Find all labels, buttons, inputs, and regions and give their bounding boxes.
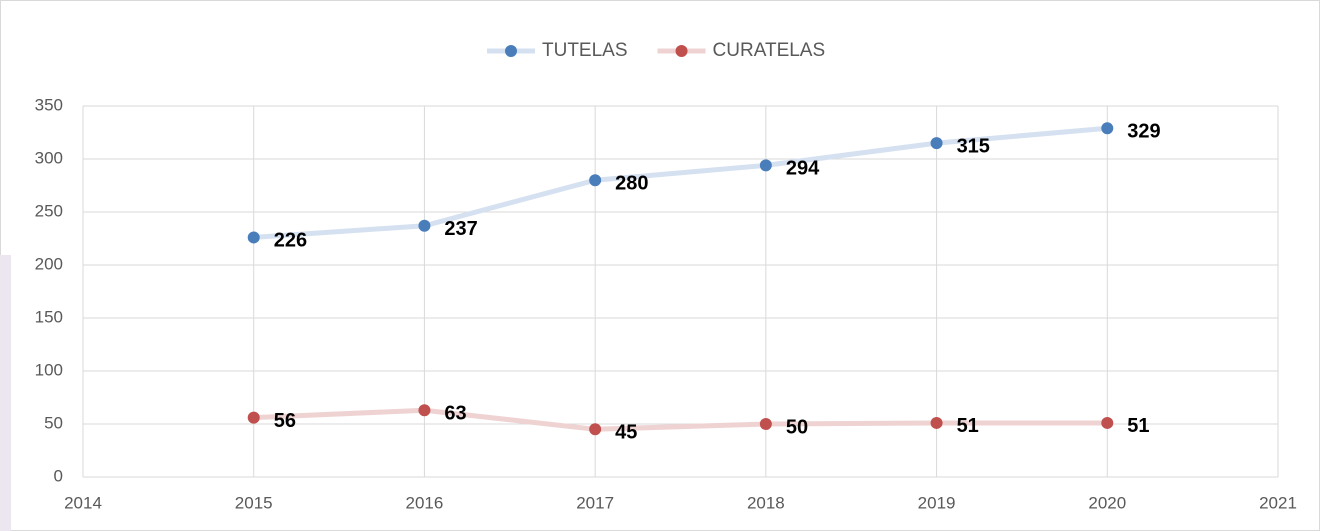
legend-marker xyxy=(505,45,517,57)
data-label: 226 xyxy=(274,230,307,252)
data-point xyxy=(930,137,943,150)
data-point xyxy=(418,404,431,417)
x-tick-label: 2016 xyxy=(406,493,444,512)
data-point xyxy=(589,423,602,436)
data-point xyxy=(759,159,772,172)
data-label: 51 xyxy=(1127,415,1149,437)
y-tick-label: 250 xyxy=(35,201,63,220)
data-label: 50 xyxy=(786,416,808,438)
data-label: 45 xyxy=(615,422,637,444)
data-label: 56 xyxy=(274,410,296,432)
x-tick-label: 2014 xyxy=(64,493,102,512)
legend-marker xyxy=(675,45,688,57)
x-tick-label: 2020 xyxy=(1088,493,1126,512)
legend-label: TUTELAS xyxy=(542,40,628,61)
y-tick-label: 300 xyxy=(35,148,63,167)
y-tick-label: 350 xyxy=(35,95,63,114)
data-point xyxy=(247,231,260,244)
data-point xyxy=(1101,122,1114,135)
x-tick-label: 2021 xyxy=(1259,493,1297,512)
data-point xyxy=(930,416,943,429)
y-tick-label: 50 xyxy=(44,413,63,432)
data-label: 237 xyxy=(444,218,477,240)
x-tick-label: 2018 xyxy=(747,493,785,512)
x-tick-label: 2019 xyxy=(918,493,956,512)
x-tick-label: 2017 xyxy=(576,493,614,512)
data-label: 294 xyxy=(786,158,820,180)
series-line xyxy=(253,407,1108,432)
data-label: 63 xyxy=(444,403,466,425)
data-point xyxy=(418,219,431,232)
series-line xyxy=(253,125,1108,240)
data-point xyxy=(1101,416,1114,429)
y-tick-label: 100 xyxy=(35,360,63,379)
data-point xyxy=(759,418,772,430)
y-tick-label: 200 xyxy=(35,254,63,273)
data-label: 315 xyxy=(957,135,990,157)
data-point xyxy=(247,411,260,424)
data-label: 329 xyxy=(1127,121,1160,143)
y-tick-label: 150 xyxy=(35,307,63,326)
side-strip xyxy=(0,255,11,531)
legend-label: CURATELAS xyxy=(713,40,826,61)
data-label: 51 xyxy=(957,415,979,437)
data-point xyxy=(589,174,602,187)
data-label: 280 xyxy=(615,172,648,194)
y-tick-label: 0 xyxy=(54,466,63,485)
x-tick-label: 2015 xyxy=(235,493,273,512)
